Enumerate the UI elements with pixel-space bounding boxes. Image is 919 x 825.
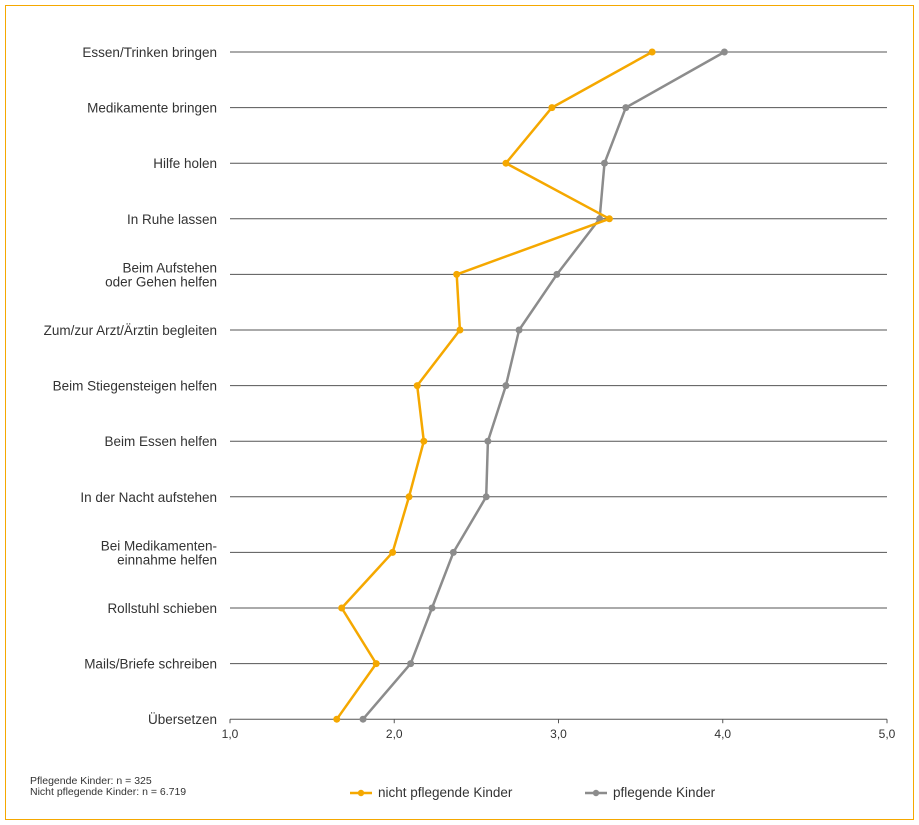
x-tick-label: 2,0: [386, 727, 403, 741]
data-point: [548, 104, 556, 112]
data-point: [413, 382, 421, 390]
category-label-line: Bei Medikamenten-: [101, 538, 217, 553]
data-point: [389, 548, 397, 556]
category-label: Beim Aufstehen oder Gehen helfen: [105, 260, 217, 289]
category-label: Rollstuhl schieben: [107, 601, 217, 616]
category-label: Beim Essen helfen: [104, 434, 217, 449]
category-label: Übersetzen: [148, 712, 217, 727]
data-point: [338, 604, 346, 612]
sample-note-non-caring: Nicht pflegende Kinder: n = 6.719: [30, 786, 187, 798]
legend-item-caring: pflegende Kinder: [585, 785, 715, 800]
category-label: In der Nacht aufstehen: [80, 490, 217, 505]
data-point: [648, 48, 656, 56]
category-label: Hilfe holen: [153, 156, 217, 171]
data-point: [622, 104, 630, 112]
chart-frame: [5, 5, 914, 820]
data-point: [359, 715, 367, 723]
category-label: Beim Stiegensteigen helfen: [53, 379, 217, 394]
category-label-line: Beim Aufstehen: [122, 260, 217, 275]
data-point: [456, 326, 464, 334]
x-tick-label: 4,0: [714, 727, 731, 741]
x-tick-label: 1,0: [222, 727, 239, 741]
data-point: [502, 159, 510, 167]
category-label-line: einnahme helfen: [117, 552, 217, 567]
data-point: [453, 270, 461, 278]
data-point: [515, 326, 523, 334]
data-point: [605, 215, 613, 223]
x-tick-label: 3,0: [550, 727, 567, 741]
data-point: [420, 437, 428, 445]
category-label: Medikamente bringen: [87, 101, 217, 116]
category-label: Mails/Briefe schreiben: [84, 657, 217, 672]
legend-swatch-gray: [585, 789, 607, 796]
category-label: Bei Medikamenten-einnahme helfen: [101, 538, 217, 567]
data-point: [407, 660, 415, 668]
data-point: [449, 548, 457, 556]
category-label: Essen/Trinken bringen: [82, 45, 217, 60]
category-label: In Ruhe lassen: [127, 212, 217, 227]
data-point: [482, 493, 490, 501]
category-label: Zum/zur Arzt/Ärztin begleiten: [44, 323, 217, 338]
x-tick-label: 5,0: [879, 727, 896, 741]
data-point: [428, 604, 436, 612]
legend-label-non-caring: nicht pflegende Kinder: [378, 785, 513, 800]
data-point: [484, 437, 492, 445]
legend-swatch-orange: [350, 789, 372, 796]
data-point: [333, 715, 341, 723]
data-point: [372, 660, 380, 668]
data-point: [600, 159, 608, 167]
category-label-line: oder Gehen helfen: [105, 274, 217, 289]
data-point: [553, 270, 561, 278]
legend-label-caring: pflegende Kinder: [613, 785, 716, 800]
data-point: [502, 382, 510, 390]
data-point: [405, 493, 413, 501]
data-point: [720, 48, 728, 56]
sample-note-caring: Pflegende Kinder: n = 325: [30, 775, 152, 787]
line-chart: Essen/Trinken bringen Medikamente bringen…: [44, 45, 896, 741]
legend-item-non-caring: nicht pflegende Kinder: [350, 785, 512, 800]
